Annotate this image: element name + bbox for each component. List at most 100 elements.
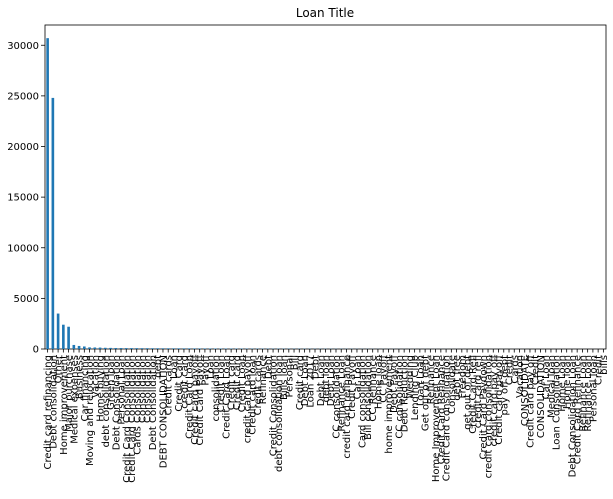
bar (187, 348, 191, 349)
x-tick-label: Credit cards (164, 355, 175, 415)
x-tick-label: Wedding (405, 355, 416, 399)
x-tick-label: Refinance (258, 355, 269, 404)
bar (161, 348, 165, 349)
x-tick-label: Credit (505, 355, 516, 385)
bar (203, 348, 207, 349)
x-tick-label: Credit Card Consolidation (122, 355, 133, 483)
x-tick-label: Home loan (373, 355, 384, 409)
x-tick-label: Credit Card Paydown (478, 355, 489, 459)
x-tick-label: Debt (263, 355, 274, 379)
bar (103, 347, 107, 349)
x-tick-label: Vacation (515, 355, 526, 398)
x-tick-label: credit card consolidation (484, 355, 495, 478)
x-tick-label: Consolidation (138, 355, 149, 423)
x-tick-label: Medical loan (546, 355, 557, 418)
y-axis: 0 5000 10000 15000 20000 25000 30000 (7, 41, 45, 356)
x-tick-label: Loan 2017 (305, 355, 316, 408)
x-tick-label: Car Loan (541, 355, 552, 399)
bar (140, 348, 144, 349)
bar (72, 344, 76, 349)
x-tick-label: Credit Card Loan (221, 355, 232, 439)
x-tick-label: Medical expenses (69, 355, 80, 444)
chart-title: Loan Title (296, 6, 354, 20)
x-tick-label: Loan (206, 355, 217, 379)
bar (67, 326, 70, 349)
x-tick-label: Credit Card Consolidation (127, 355, 138, 483)
x-tick-label: Credit Card consolidation (442, 355, 453, 481)
x-tick-label: CC consolidation (394, 355, 405, 439)
bar (51, 97, 55, 350)
bar (135, 348, 139, 349)
x-tick-label: debt consolidation (101, 355, 112, 447)
x-tick-label: Credit Card Payoff (195, 354, 206, 446)
x-tick-label: CONSOLIDATE (520, 355, 531, 426)
x-tick-label: Debt (311, 355, 322, 379)
x-tick-label: bills (599, 355, 610, 375)
bar (98, 347, 102, 349)
x-tick-label: CC Refinance (368, 355, 379, 422)
bar (62, 324, 65, 349)
x-tick-label: get out of debt (463, 355, 474, 430)
x-tick-label: debt consolidation loan (274, 355, 285, 472)
x-tick-label: credit card pay off (489, 354, 500, 447)
x-tick-label: DEBT CONSOLIDATION (158, 355, 169, 468)
bar-series (46, 38, 605, 350)
x-tick-label: Moving and relocation (85, 355, 96, 466)
x-tick-label: home improvement (384, 355, 395, 454)
x-tick-label: Cards (510, 355, 521, 384)
x-tick-label: Card consolidation (358, 355, 369, 448)
y-tick-label: 5000 (14, 294, 39, 305)
x-tick-label: Debt Consolidation Loan (567, 355, 578, 477)
x-tick-label: consolidation (211, 355, 222, 421)
x-tick-label: Refinance Loan (578, 355, 589, 432)
x-tick-label: Debt Consolidation (148, 355, 159, 450)
x-tick-label: Bill (290, 355, 301, 370)
y-tick-label: 25000 (7, 91, 39, 102)
bar (56, 313, 60, 349)
x-tick-label: credit card (179, 355, 190, 409)
bar (46, 38, 49, 349)
x-tick-label: Refinance (426, 355, 437, 404)
x-tick-label: credit card refi (473, 355, 484, 428)
x-tick-label: Bills loan (279, 355, 290, 400)
bar (114, 347, 118, 349)
x-tick-label: Personal loan (588, 355, 599, 422)
bar (124, 348, 128, 349)
x-tick-label: Vacation (90, 355, 101, 398)
bar (198, 348, 201, 349)
x-tick-label: Credit Card Refi (468, 355, 479, 434)
x-tick-label: CC Payoff (379, 354, 390, 403)
x-tick-label: credit card refinance (342, 355, 353, 459)
x-tick-label: debt (153, 355, 164, 378)
x-tick-label: Credit card loan (248, 355, 259, 435)
x-tick-label: debt free (452, 355, 463, 401)
x-tick-label: Credit Loan (237, 355, 248, 412)
x-tick-label: CONSOLIDATION (536, 355, 547, 438)
bar (109, 347, 112, 349)
x-tick-label: Loan Loan (415, 355, 426, 406)
x-tick-label: Credit card pay off (525, 354, 536, 448)
x-tick-label: Debt Loan (326, 355, 337, 406)
bar (151, 348, 154, 349)
x-tick-label: Business (75, 355, 86, 399)
bar (182, 348, 186, 349)
x-tick-label: Home Improvement Loan (431, 355, 442, 482)
x-tick-label: Credit (531, 355, 542, 385)
x-tick-label: Lending Club (410, 355, 421, 420)
x-tick-label: Major purchase (64, 355, 75, 432)
x-tick-label: Credit Card (174, 355, 185, 412)
x-tick-label: Debt consolidation (48, 355, 59, 449)
x-tick-label: pay off debt (499, 355, 510, 416)
x-tick-label: Credit card (227, 355, 238, 410)
y-tick-label: 20000 (7, 142, 39, 153)
x-tick-label: Payoff (200, 354, 211, 386)
x-tick-label: Home Loan (557, 355, 568, 412)
x-tick-label: Refinance Loan (583, 355, 594, 432)
x-tick-label: Consolidation (143, 355, 154, 423)
y-tick-label: 0 (33, 345, 39, 356)
x-tick-label: Debt Loan (300, 355, 311, 406)
bar (119, 348, 123, 349)
x-tick-label: Other (54, 354, 65, 383)
